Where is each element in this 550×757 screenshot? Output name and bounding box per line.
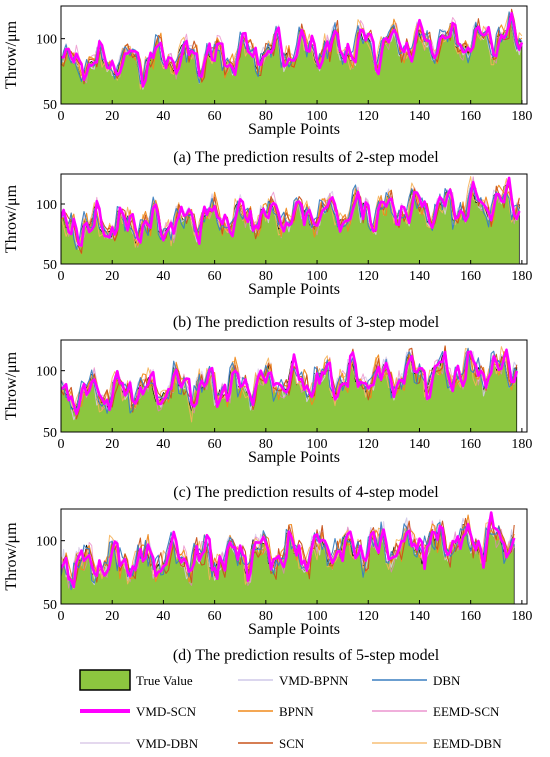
x-axis-label: Sample Points [248,449,340,466]
x-tick-label: 140 [409,609,430,624]
panel-caption: (d) The prediction results of 5-step mod… [173,647,440,664]
plot-area [61,8,524,104]
y-axis-label: Throw/μm [3,522,20,591]
x-tick-label: 160 [460,269,481,284]
x-tick-label: 80 [259,269,273,284]
panel-caption: (a) The prediction results of 2-step mod… [173,149,439,166]
legend-item-eemd-dbn: EEMD-DBN [372,736,502,751]
series-line-vmd-scn [61,511,516,589]
y-tick-label: 100 [36,33,57,48]
y-axis-label: Throw/μm [3,351,20,420]
x-tick-label: 140 [409,109,430,124]
x-tick-label: 60 [208,437,222,452]
x-tick-label: 20 [105,269,119,284]
series-line-dbn [61,521,515,591]
x-tick-label: 100 [307,109,328,124]
x-tick-label: 0 [58,609,65,624]
y-tick-label: 50 [43,426,57,441]
legend-item-dbn: DBN [372,673,461,688]
axes-frame [60,339,528,433]
x-tick-label: 120 [358,109,379,124]
x-tick-label: 120 [358,437,379,452]
y-axis-label: Throw/μm [3,184,20,253]
axes-frame [60,173,528,265]
series-line-vmd-scn [61,348,519,416]
x-tick-label: 20 [105,109,119,124]
legend-label: VMD-BPNN [279,673,349,688]
x-tick-label: 160 [460,609,481,624]
y-axis-label: Throw/μm [3,20,20,89]
axes-frame [60,5,528,105]
x-tick-label: 160 [460,437,481,452]
x-tick-label: 60 [208,609,222,624]
y-tick-label: 50 [43,98,57,113]
x-tick-label: 180 [511,609,532,624]
x-tick-label: 40 [156,109,170,124]
legend-item-vmd-scn: VMD-SCN [80,704,197,719]
legend-label: BPNN [279,704,314,719]
x-tick-label: 40 [156,269,170,284]
x-tick-label: 100 [307,269,328,284]
legend-item-scn: SCN [238,736,305,751]
x-tick-label: 20 [105,609,119,624]
y-tick-label: 100 [36,365,57,380]
x-tick-label: 180 [511,109,532,124]
x-tick-label: 140 [409,269,430,284]
legend-item-eemd-scn: EEMD-SCN [372,704,500,719]
legend-item-bpnn: BPNN [238,704,314,719]
axes-frame [60,508,528,605]
x-tick-label: 0 [58,109,65,124]
legend-label: True Value [136,673,193,688]
legend-label: EEMD-DBN [433,736,502,751]
x-tick-label: 60 [208,109,222,124]
x-tick-label: 140 [409,437,430,452]
panel-caption: (c) The prediction results of 4-step mod… [173,484,439,501]
y-tick-label: 50 [43,598,57,613]
panel-caption: (b) The prediction results of 3-step mod… [173,314,440,331]
x-tick-label: 80 [259,437,273,452]
y-tick-label: 50 [43,258,57,273]
series-line-dbn [61,11,523,85]
x-axis-label: Sample Points [248,621,340,638]
series-line-vmd-scn [61,11,524,88]
legend-label: EEMD-SCN [433,704,500,719]
x-tick-label: 120 [358,269,379,284]
legend-item-vmd-bpnn: VMD-BPNN [238,673,349,688]
x-tick-label: 80 [259,109,273,124]
legend-label: VMD-SCN [136,704,197,719]
x-axis-label: Sample Points [248,121,340,138]
legend: True Value VMD-BPNN DBN VMD-SCN BPNN EEMD-SCN… [2,668,548,755]
x-tick-label: 80 [259,609,273,624]
x-tick-label: 100 [307,609,328,624]
y-tick-label: 100 [36,198,57,213]
x-tick-label: 180 [511,269,532,284]
legend-label: VMD-DBN [136,736,199,751]
legend-label: SCN [279,736,305,751]
x-tick-label: 0 [58,437,65,452]
legend-label: DBN [433,673,461,688]
legend-item-true value: True Value [79,669,193,691]
x-tick-label: 0 [58,269,65,284]
series-line-vmd-scn [61,176,521,247]
x-tick-label: 40 [156,609,170,624]
plot-area [61,176,521,264]
plot-area [61,345,519,432]
x-tick-label: 40 [156,437,170,452]
x-tick-label: 100 [307,437,328,452]
x-tick-label: 20 [105,437,119,452]
legend-swatch [79,669,131,691]
legend-item-vmd-dbn: VMD-DBN [80,736,199,751]
y-tick-label: 100 [36,535,57,550]
x-tick-label: 160 [460,109,481,124]
x-tick-label: 180 [511,437,532,452]
x-tick-label: 120 [358,609,379,624]
x-axis-label: Sample Points [248,281,340,298]
plot-area [61,511,516,604]
x-tick-label: 60 [208,269,222,284]
